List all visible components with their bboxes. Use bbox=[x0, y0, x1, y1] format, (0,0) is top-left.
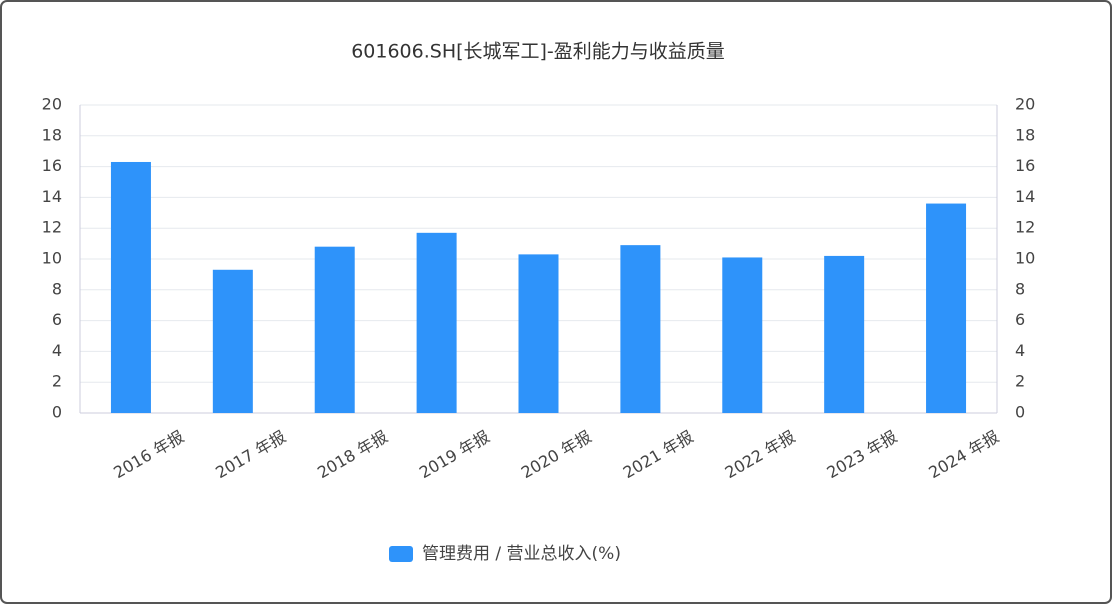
y-tick-label: 16 bbox=[42, 156, 62, 175]
y2-tick-label: 14 bbox=[1015, 187, 1035, 206]
y2-tick-label: 16 bbox=[1015, 156, 1035, 175]
y-tick-label: 18 bbox=[42, 125, 62, 144]
y2-tick-label: 6 bbox=[1015, 310, 1025, 329]
y-tick-label: 8 bbox=[52, 279, 62, 298]
y2-tick-label: 12 bbox=[1015, 218, 1035, 237]
y2-tick-label: 2 bbox=[1015, 372, 1025, 391]
bar bbox=[518, 254, 559, 413]
bar bbox=[824, 255, 865, 413]
y-tick-label: 2 bbox=[52, 372, 62, 391]
bar bbox=[110, 161, 151, 413]
y2-tick-label: 8 bbox=[1015, 279, 1025, 298]
y2-tick-label: 0 bbox=[1015, 403, 1025, 422]
y2-tick-label: 10 bbox=[1015, 249, 1035, 268]
y-tick-label: 4 bbox=[52, 341, 62, 360]
y-tick-label: 12 bbox=[42, 218, 62, 237]
y2-tick-label: 20 bbox=[1015, 95, 1035, 114]
y-tick-label: 6 bbox=[52, 310, 62, 329]
bar bbox=[926, 203, 967, 413]
bar bbox=[416, 232, 457, 413]
bar bbox=[722, 257, 763, 413]
y2-tick-label: 4 bbox=[1015, 341, 1025, 360]
bar bbox=[314, 246, 355, 413]
bar bbox=[212, 269, 253, 413]
y2-tick-label: 18 bbox=[1015, 125, 1035, 144]
y-tick-label: 0 bbox=[52, 403, 62, 422]
chart-title: 601606.SH[长城军工]-盈利能力与收益质量 bbox=[351, 41, 725, 63]
y-tick-label: 20 bbox=[42, 95, 62, 114]
bar bbox=[620, 245, 661, 413]
legend-swatch bbox=[389, 546, 413, 562]
y-tick-label: 14 bbox=[42, 187, 62, 206]
y-tick-label: 10 bbox=[42, 249, 62, 268]
legend-label: 管理费用 / 营业总收入(%) bbox=[422, 544, 621, 564]
